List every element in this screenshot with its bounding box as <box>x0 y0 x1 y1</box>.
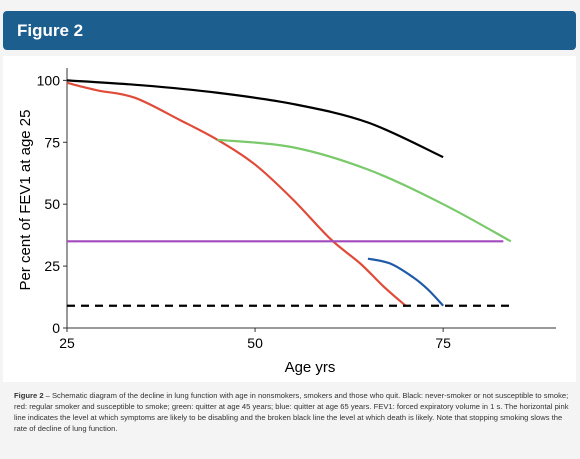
x-tick-label: 75 <box>435 335 451 351</box>
y-tick-label: 100 <box>37 72 61 88</box>
quit-45-line <box>217 138 512 243</box>
chart-series <box>66 79 512 307</box>
smoker-line <box>66 81 407 307</box>
figure-title: Figure 2 <box>17 21 84 40</box>
y-tick-label: 25 <box>44 258 60 274</box>
y-tick-label: 75 <box>44 134 60 150</box>
figure-header: Figure 2 <box>3 11 576 50</box>
figure-caption: Figure 2 – Schematic diagram of the decl… <box>14 390 570 434</box>
x-tick-label: 25 <box>59 335 75 351</box>
caption-text: – Schematic diagram of the decline in lu… <box>14 391 569 433</box>
y-tick-label: 50 <box>44 196 60 212</box>
x-tick-label: 50 <box>247 335 263 351</box>
y-tick-label: 0 <box>52 320 60 336</box>
caption-label: Figure 2 <box>14 391 44 400</box>
never-smoker-line <box>66 79 444 159</box>
y-axis-label: Per cent of FEV1 at age 25 <box>17 110 34 291</box>
quit-65-line <box>367 257 444 307</box>
x-axis-label: Age yrs <box>285 359 336 376</box>
